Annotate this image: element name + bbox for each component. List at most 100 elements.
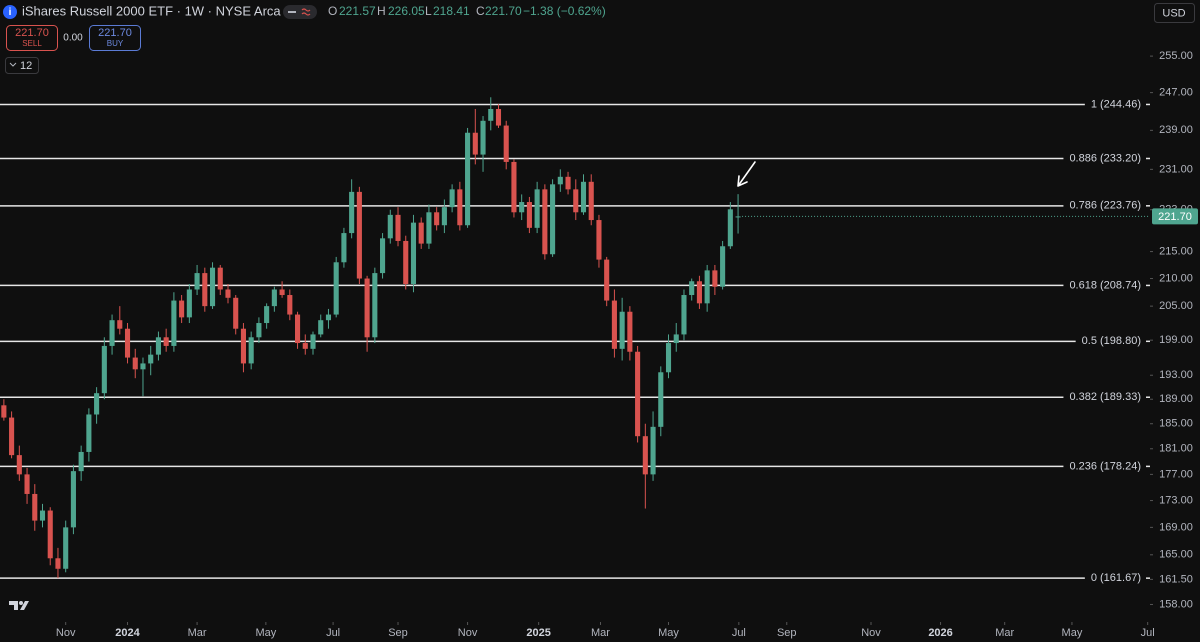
x-tick-label: 2025 [526,627,550,639]
candle-body [279,289,285,296]
candle-body [132,357,138,370]
y-tick-label: 210.00 [1159,272,1193,284]
candle-body [94,393,100,415]
y-tick-label: 169.00 [1159,521,1193,533]
candle-body [387,214,393,239]
candle-body [495,108,502,126]
fib-label: 0 (161.67) [1091,572,1141,584]
candle-body [735,216,741,218]
candle-body [109,320,115,346]
currency: USD [1162,7,1185,19]
spread: 0.00 [63,33,83,44]
fib-label: 0.5 (198.80) [1082,335,1141,347]
candle-body [627,311,633,352]
candle-body [380,238,386,274]
y-tick-label: 185.00 [1159,418,1193,430]
candle-body [573,189,579,213]
y-tick-label: 177.00 [1159,468,1193,480]
candle-body [395,214,401,241]
candle-body [47,510,53,559]
x-tick-label: Nov [458,627,478,639]
overlay: i iShares Russell 2000 ETF · 1W · NYSE A… [3,3,1195,610]
candle-body [349,191,355,234]
candle-body [619,311,625,349]
candle-body [155,337,161,355]
candle-body [294,314,301,344]
last-price-tag [1152,208,1198,225]
candle-body [565,176,571,190]
sell-price: 221.70 [15,27,49,39]
candle-body [341,233,347,263]
x-tick-label: Jul [732,627,746,639]
high-value: 226.05 [388,4,425,18]
indicators-toggle[interactable] [5,57,39,74]
candle-body [426,212,432,244]
candle-body [403,240,409,284]
plot-area: 255.00247.00239.00231.00223.00215.00210.… [0,50,1198,639]
indicators-count: 12 [20,60,32,72]
y-tick-label: 189.00 [1159,393,1193,405]
y-tick-label: 181.00 [1159,443,1193,455]
candle-body [333,262,339,315]
candle-body [488,108,494,121]
candle-body [526,202,532,228]
candle-body [101,345,107,394]
x-tick-label: May [255,627,276,639]
candle-body [264,306,270,324]
candle-body [519,202,525,213]
candle-body [580,181,587,213]
candle-body [9,417,15,456]
candle-body [596,220,602,260]
candle-body [410,222,417,284]
symbol-title: iShares Russell 2000 ETF · 1W · NYSE Arc… [22,3,281,18]
candle-body [55,558,61,569]
y-tick-label: 158.00 [1159,598,1193,610]
x-tick-label: Mar [995,627,1014,639]
y-tick-label: 215.00 [1159,245,1193,257]
currency-button[interactable] [1154,3,1195,23]
candle-body [696,281,702,304]
candle-body [325,314,332,321]
fib-label: 0.786 (223.76) [1069,200,1141,212]
buy-price: 221.70 [98,27,132,39]
y-tick-label: 231.00 [1159,163,1193,175]
candle-body [689,281,695,296]
candle-body [24,474,30,494]
fib-label: 0.382 (189.33) [1069,391,1141,403]
candle-body [503,125,509,162]
candle-body [78,451,84,472]
y-tick-label: 161.50 [1159,573,1193,585]
x-tick-label: Jul [1141,627,1155,639]
candle-body [472,132,478,155]
candle-body [712,270,718,287]
candle-body [287,295,293,315]
candle-body [434,212,440,226]
low-value: 218.41 [433,4,470,18]
info-icon[interactable] [3,5,17,19]
buy-button[interactable] [89,25,141,51]
x-tick-label: 2024 [115,627,140,639]
close-value: 221.70 [485,4,522,18]
candle-body [356,191,362,279]
candle-body [720,246,726,287]
sell-label: SELL [22,39,42,48]
candle-body [202,273,208,307]
candle-body [1,405,7,418]
toggle-dash [288,11,296,13]
candle-body [704,270,710,304]
candle-body [650,426,656,475]
x-tick-label: Nov [861,627,881,639]
candle-body [248,337,254,364]
info-icon-glyph: i [9,7,12,18]
candle-body [256,323,262,338]
candle-body [542,189,548,255]
high-label: H [377,4,386,18]
sell-button[interactable] [6,25,58,51]
buy-label: BUY [107,39,124,48]
logo[interactable] [9,601,29,610]
x-tick-label: Sep [777,627,797,639]
fib-label: 0.236 (178.24) [1069,460,1141,472]
